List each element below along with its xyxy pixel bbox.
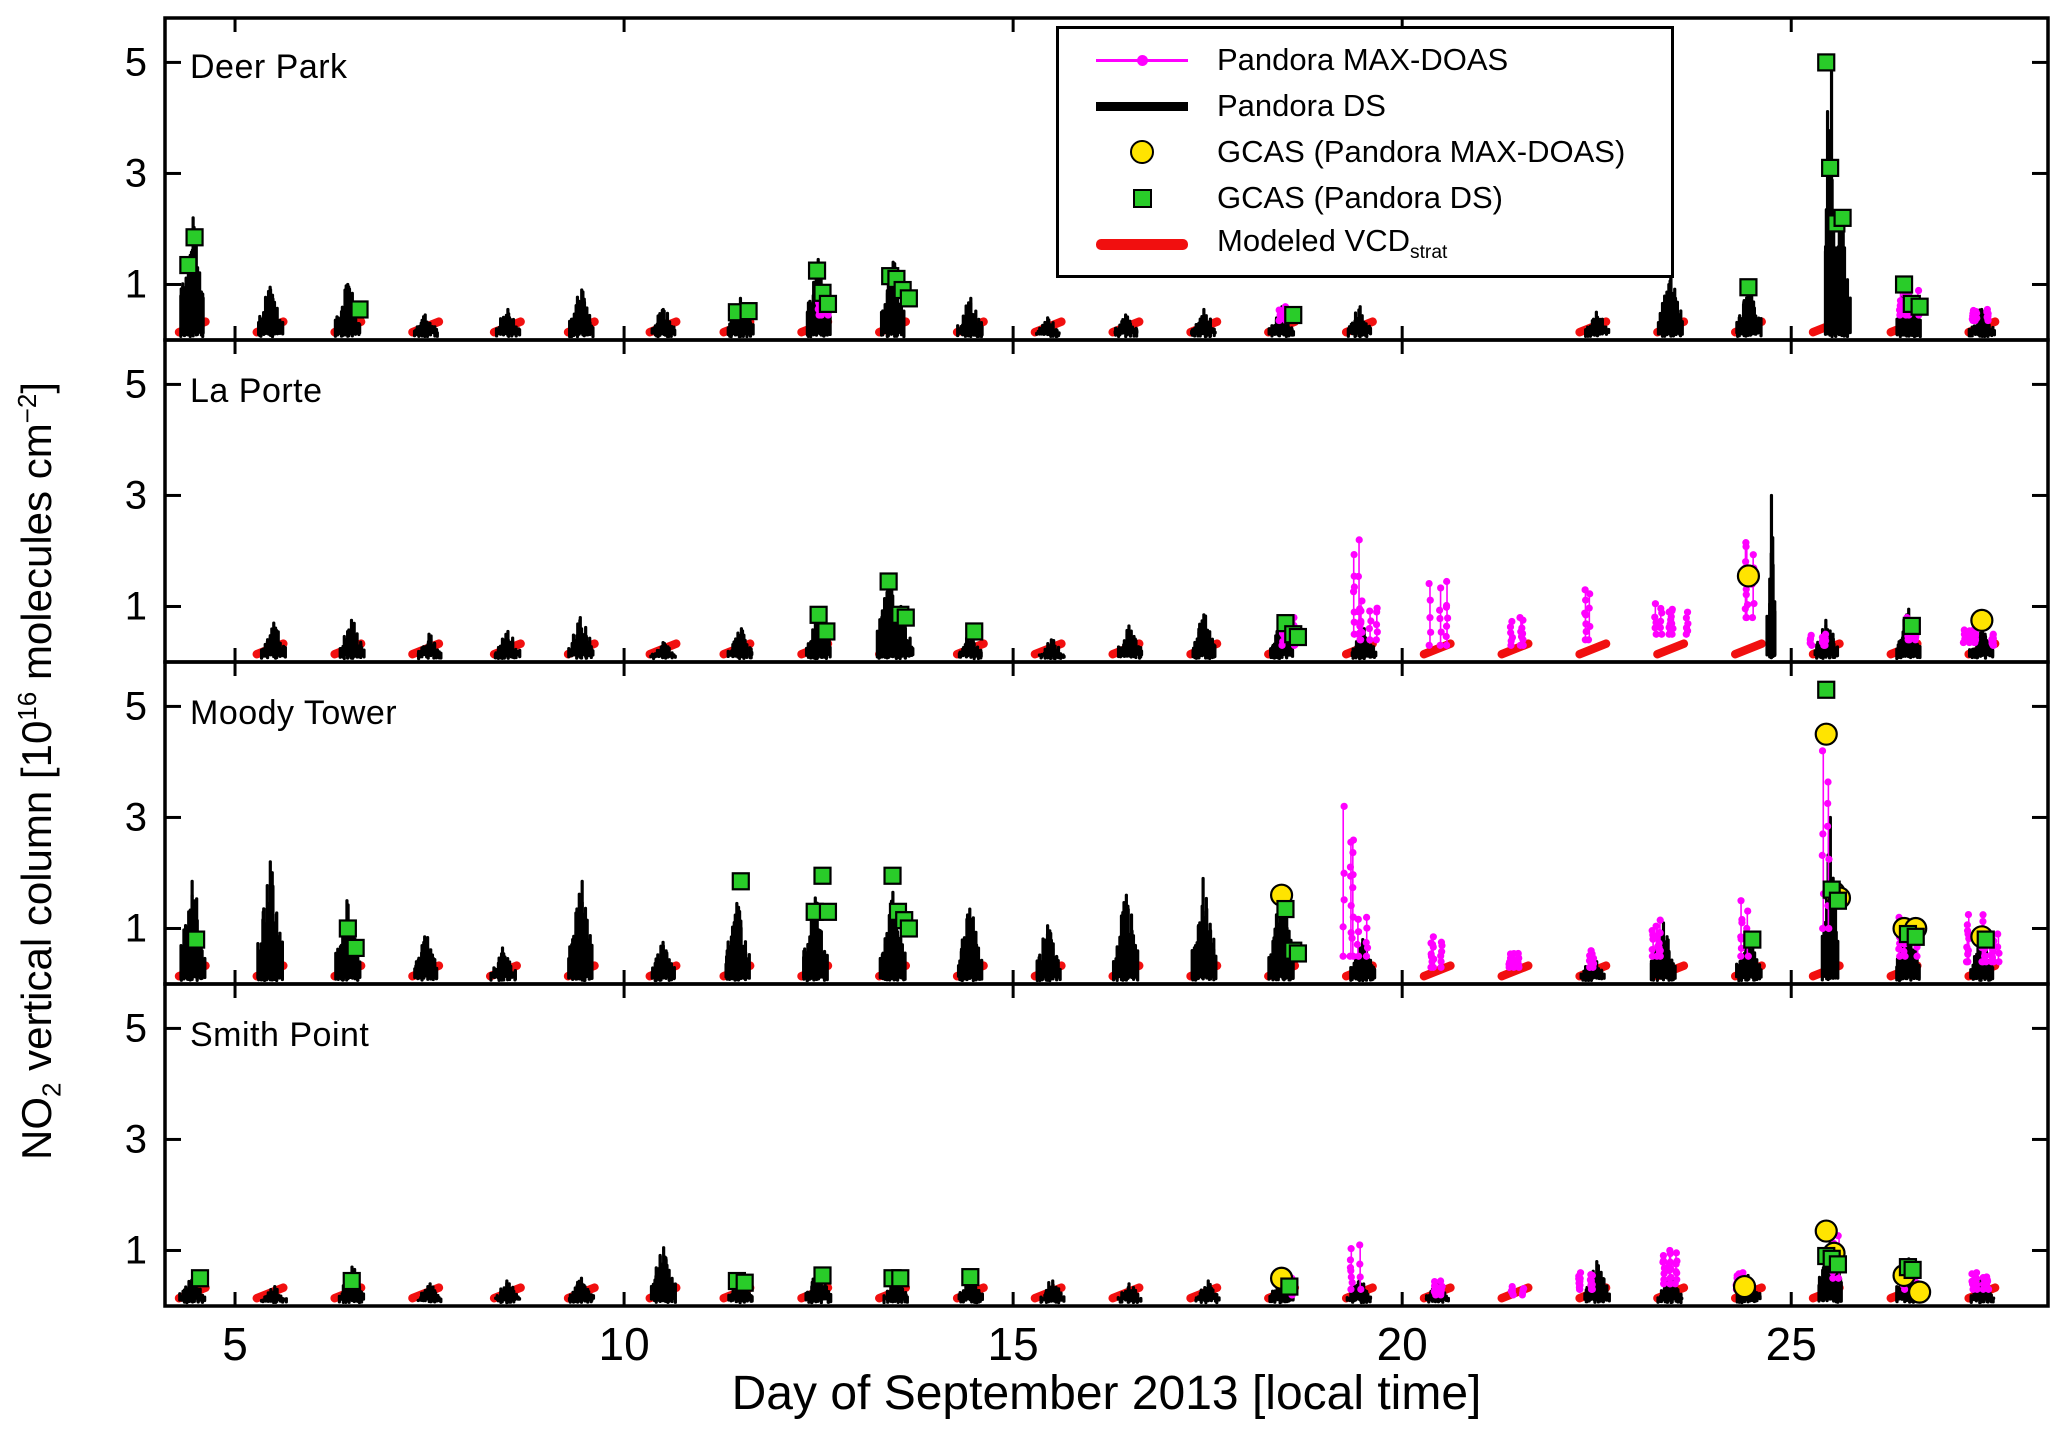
y-tick-label: 3 bbox=[125, 1117, 147, 1161]
pandora-ds-series bbox=[178, 1235, 1996, 1305]
panel-frame bbox=[163, 982, 2050, 1308]
panel-frame bbox=[163, 660, 2050, 986]
panel-title-la-porte: La Porte bbox=[190, 372, 323, 410]
yellow-circle-marker-icon bbox=[1067, 140, 1217, 164]
modeled-vcd-series bbox=[174, 961, 2000, 981]
gcas-ds-points bbox=[179, 53, 1929, 325]
legend-label: Pandora MAX-DOAS bbox=[1217, 42, 1509, 77]
panel-0: 1 3 5 bbox=[125, 16, 2050, 342]
panel-title-deer-park: Deer Park bbox=[190, 48, 348, 86]
gcas-ds-points bbox=[190, 1246, 1922, 1296]
panel-3: 1 3 5 bbox=[125, 982, 2050, 1308]
legend-label: GCAS (Pandora DS) bbox=[1217, 180, 1503, 215]
pandora-ds-series bbox=[179, 815, 1995, 983]
y-tick-label: 5 bbox=[125, 684, 147, 728]
y-tick-label: 5 bbox=[125, 40, 147, 84]
legend-label: Modeled VCDstrat bbox=[1217, 223, 1448, 264]
panel-title-smith-point: Smith Point bbox=[190, 1016, 370, 1054]
red-line-marker-icon bbox=[1067, 238, 1217, 250]
maxdoas-dot-icon bbox=[1137, 54, 1148, 66]
pandora-maxdoas-series bbox=[814, 286, 1992, 325]
legend-item-gcas-ds: GCAS (Pandora DS) bbox=[1067, 179, 1663, 217]
ds-line-marker-icon bbox=[1067, 101, 1217, 111]
pandora-maxdoas-series bbox=[1287, 1230, 1993, 1299]
y-tick-label: 3 bbox=[125, 151, 147, 195]
x-tick-label: 5 bbox=[222, 1318, 248, 1370]
maxdoas-line-marker-icon bbox=[1067, 54, 1217, 66]
x-axis-tick-labels: 5 10 15 20 25 bbox=[222, 1318, 1817, 1370]
y-tick-label: 3 bbox=[125, 473, 147, 517]
pandora-ds-series bbox=[259, 493, 1995, 661]
x-axis-label: Day of September 2013 [local time] bbox=[731, 1367, 1482, 1420]
y-tick-label: 3 bbox=[125, 795, 147, 839]
y-tick-label: 1 bbox=[125, 584, 147, 628]
x-tick-label: 20 bbox=[1377, 1318, 1428, 1370]
legend-label: GCAS (Pandora MAX-DOAS) bbox=[1217, 134, 1626, 169]
x-tick-label: 10 bbox=[598, 1318, 649, 1370]
legend-item-gcas-maxdoas: GCAS (Pandora MAX-DOAS) bbox=[1067, 133, 1663, 171]
x-tick-label: 25 bbox=[1766, 1318, 1817, 1370]
legend-item-pandora-ds: Pandora DS bbox=[1067, 87, 1663, 125]
legend: Pandora MAX-DOAS Pandora DS GCAS (Pandor… bbox=[1056, 26, 1674, 278]
y-tick-label: 1 bbox=[125, 906, 147, 950]
gcas-maxdoas-points bbox=[1736, 564, 1994, 632]
gcas-maxdoas-points bbox=[1269, 722, 1994, 949]
pandora-maxdoas-series bbox=[1278, 536, 1998, 649]
modeled-vcd-series bbox=[174, 1283, 2000, 1303]
y-tick-label: 5 bbox=[125, 362, 147, 406]
pandora-maxdoas-series bbox=[1339, 747, 2003, 971]
panel-1: 1 3 5 bbox=[125, 338, 2050, 664]
gcas-ds-points bbox=[187, 680, 1995, 963]
legend-label: Pandora DS bbox=[1217, 88, 1386, 123]
y-tick-label: 1 bbox=[125, 1228, 147, 1272]
panel-2: 1 3 5 bbox=[125, 660, 2050, 986]
y-tick-label: 1 bbox=[125, 262, 147, 306]
gcas-ds-points bbox=[809, 572, 1921, 647]
y-tick-label: 5 bbox=[125, 1006, 147, 1050]
x-tick-label: 15 bbox=[988, 1318, 1039, 1370]
legend-item-modeled-vcd: Modeled VCDstrat bbox=[1067, 223, 1663, 264]
panel-title-moody-tower: Moody Tower bbox=[190, 694, 398, 732]
panel-frame bbox=[163, 338, 2050, 664]
modeled-vcd-series bbox=[174, 317, 2000, 337]
green-square-marker-icon bbox=[1067, 188, 1217, 208]
y-axis-label: NO2 vertical column [1016 molecules cm−2… bbox=[12, 381, 67, 1160]
legend-item-pandora-maxdoas: Pandora MAX-DOAS bbox=[1067, 41, 1663, 79]
